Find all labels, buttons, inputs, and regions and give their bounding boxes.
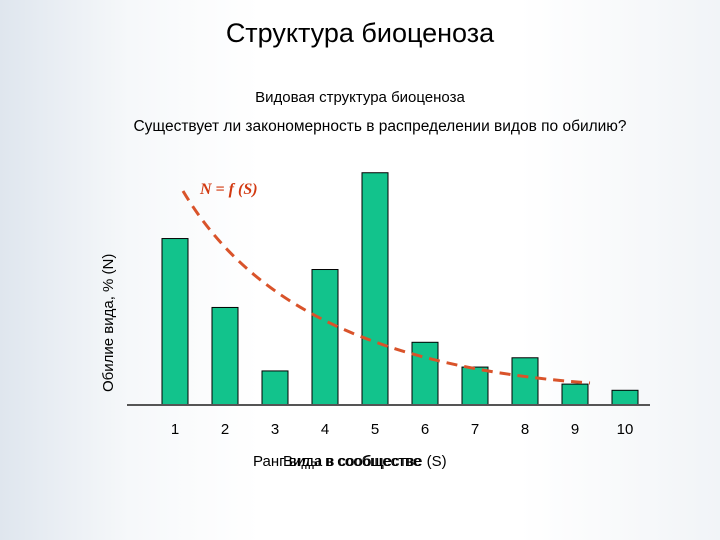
bar-4 xyxy=(311,269,339,406)
bar-10 xyxy=(611,389,639,406)
bar-8 xyxy=(511,357,539,406)
x-tick-label: 3 xyxy=(271,421,279,438)
bar-3 xyxy=(261,370,289,406)
slide-title: Структура биоценоза xyxy=(225,18,495,48)
y-axis-label: Обилие вида, % (N) xyxy=(100,254,117,392)
x-tick-label: 5 xyxy=(371,421,379,438)
bar-2 xyxy=(211,306,239,406)
x-tick-label: 10 xyxy=(617,421,634,438)
slide-question: Существует ли закономерность в распредел… xyxy=(133,118,627,135)
x-tick-label: 4 xyxy=(321,421,329,438)
slide-subtitle: Видовая структура биоценоза xyxy=(255,89,465,106)
curve-formula-label: N = f (S) xyxy=(199,181,258,198)
x-tick-label: 7 xyxy=(471,421,479,438)
bar-6 xyxy=(411,341,439,406)
bar-9 xyxy=(561,383,589,406)
x-tick-label: 6 xyxy=(421,421,429,438)
x-tick-labels: 1 2 3 4 5 6 7 8 9 10 xyxy=(171,421,634,438)
x-tick-label: 2 xyxy=(221,421,229,438)
x-axis-label-species: Виды в сообществе xyxy=(283,453,421,470)
x-axis-label-rank: Ранг вида в сообществе (S) xyxy=(253,453,447,470)
x-tick-label: 1 xyxy=(171,421,179,438)
bars-group xyxy=(161,172,639,406)
x-tick-label: 9 xyxy=(571,421,579,438)
bar-7 xyxy=(461,366,489,406)
x-tick-label: 8 xyxy=(521,421,529,438)
bar-5 xyxy=(361,172,389,406)
bar-1 xyxy=(161,238,189,406)
trend-curve xyxy=(181,190,591,385)
